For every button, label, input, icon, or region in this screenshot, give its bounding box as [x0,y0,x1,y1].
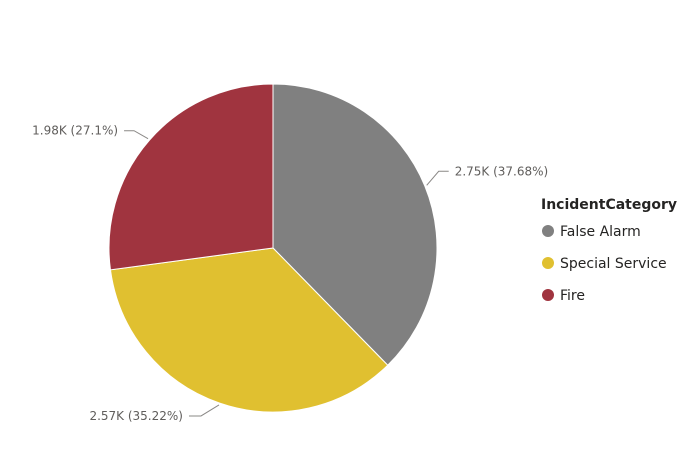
legend-marker-false-alarm [542,225,554,237]
legend-marker-fire [542,289,554,301]
data-label-false-alarm: 2.75K (37.68%) [455,164,549,178]
legend: IncidentCategory False Alarm Special Serv… [541,197,677,304]
legend-title: IncidentCategory [541,197,677,213]
legend-item-false-alarm[interactable]: False Alarm [542,224,641,240]
legend-label-false-alarm: False Alarm [560,224,641,240]
legend-marker-special-service [542,257,554,269]
data-label-leaders [124,130,449,417]
pie-slice-false-alarm[interactable] [272,83,438,366]
pie-slice-fire[interactable] [108,83,274,271]
legend-label-special-service: Special Service [560,256,667,272]
leader-line-fire [124,130,149,140]
data-label-special-service: 2.57K (35.22%) [89,409,183,423]
legend-item-fire[interactable]: Fire [542,288,585,304]
leader-line-false-alarm [426,170,449,186]
pie-slices [108,83,438,413]
legend-label-fire: Fire [560,288,585,304]
pie-slice-special-service[interactable] [109,247,389,413]
leader-line-special-service [188,404,220,417]
legend-item-special-service[interactable]: Special Service [542,256,667,272]
data-labels: 2.75K (37.68%) 2.57K (35.22%) 1.98K (27.1%… [32,124,548,423]
data-label-fire: 1.98K (27.1%) [32,124,118,138]
